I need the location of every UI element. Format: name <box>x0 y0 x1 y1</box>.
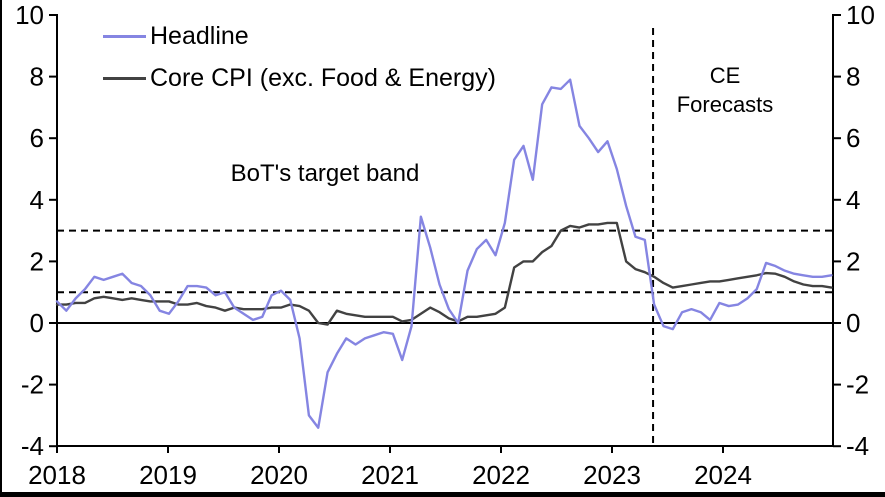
headline-series-line <box>55 78 833 429</box>
y-tick-label-right: 4 <box>846 185 860 215</box>
y-tick-label-right: -2 <box>846 370 869 400</box>
y-tick-label-right: 10 <box>846 0 875 30</box>
core-cpi-series-line <box>55 221 833 326</box>
y-tick-label-left: -2 <box>21 370 44 400</box>
y-tick-label-right: 8 <box>846 62 860 92</box>
legend-label-core-cpi: Core CPI (exc. Food & Energy) <box>150 63 496 92</box>
chart-legend: Headline Core CPI (exc. Food & Energy) <box>103 15 496 99</box>
image-bottom-border <box>0 492 885 497</box>
forecast-annotation-line1: CE <box>709 63 741 88</box>
target-band-annotation: BoT's target band <box>230 160 420 187</box>
x-tick-label: 2022 <box>472 460 530 490</box>
legend-item-core-cpi: Core CPI (exc. Food & Energy) <box>103 57 496 99</box>
legend-label-headline: Headline <box>150 21 249 50</box>
x-tick-label: 2023 <box>583 460 641 490</box>
y-tick-label-left: -4 <box>21 431 44 461</box>
y-tick-label-right: 0 <box>846 308 860 338</box>
image-left-border <box>0 0 2 497</box>
x-tick-label: 2018 <box>28 460 86 490</box>
forecast-annotation-line2: Forecasts <box>676 92 774 117</box>
x-tick-label: 2020 <box>250 460 308 490</box>
y-tick-label-left: 10 <box>15 0 44 30</box>
y-tick-label-left: 0 <box>30 308 44 338</box>
core-cpi-line-sample <box>103 76 146 80</box>
x-tick-label: 2024 <box>694 460 752 490</box>
y-tick-label-left: 6 <box>30 123 44 153</box>
x-tick-label: 2021 <box>361 460 419 490</box>
headline-line-sample <box>103 34 146 38</box>
forecast-annotation: CE Forecasts <box>625 61 825 119</box>
legend-item-headline: Headline <box>103 15 496 57</box>
x-tick-label: 2019 <box>139 460 197 490</box>
y-tick-label-right: -4 <box>846 431 869 461</box>
y-tick-label-left: 4 <box>30 185 44 215</box>
y-tick-label-left: 2 <box>30 246 44 276</box>
y-tick-label-left: 8 <box>30 62 44 92</box>
y-tick-label-right: 2 <box>846 246 860 276</box>
y-tick-label-right: 6 <box>846 123 860 153</box>
